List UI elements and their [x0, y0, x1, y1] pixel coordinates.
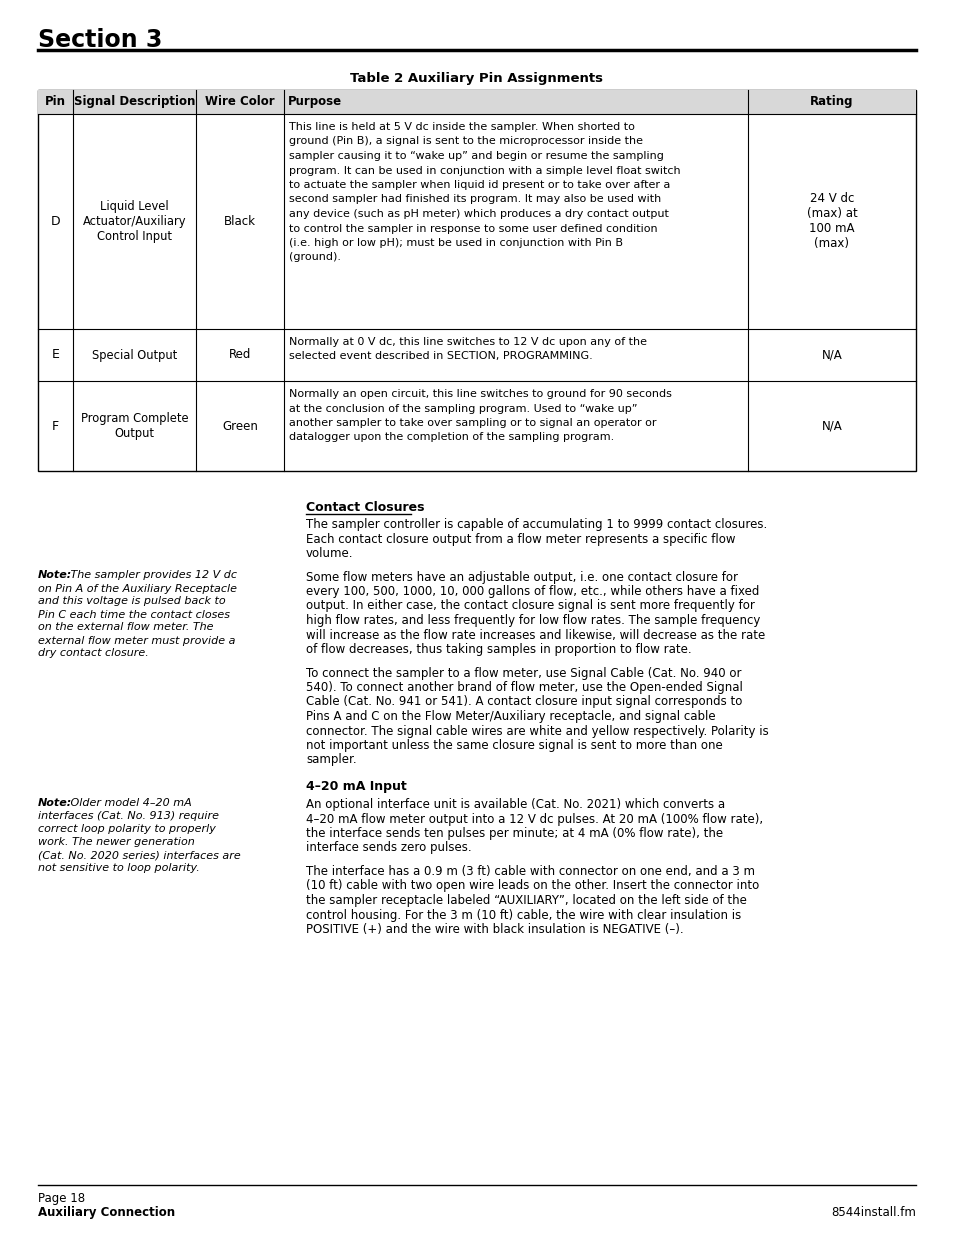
Text: The sampler controller is capable of accumulating 1 to 9999 contact closures.: The sampler controller is capable of acc… [306, 517, 766, 531]
Text: interfaces (Cat. No. 913) require: interfaces (Cat. No. 913) require [38, 811, 219, 821]
Text: (max) at: (max) at [806, 206, 857, 220]
Text: to actuate the sampler when liquid id present or to take over after a: to actuate the sampler when liquid id pr… [289, 180, 670, 190]
Text: interface sends zero pulses.: interface sends zero pulses. [306, 841, 471, 855]
Text: 8544install.fm: 8544install.fm [830, 1207, 915, 1219]
Text: of flow decreases, thus taking samples in proportion to flow rate.: of flow decreases, thus taking samples i… [306, 643, 691, 656]
Text: Pin: Pin [45, 95, 66, 107]
Text: (i.e. high or low pH); must be used in conjunction with Pin B: (i.e. high or low pH); must be used in c… [289, 238, 622, 248]
Text: not important unless the same closure signal is sent to more than one: not important unless the same closure si… [306, 739, 722, 752]
Text: program. It can be used in conjunction with a simple level float switch: program. It can be used in conjunction w… [289, 165, 679, 175]
Text: will increase as the flow rate increases and likewise, will decrease as the rate: will increase as the flow rate increases… [306, 629, 764, 641]
Text: Auxiliary Connection: Auxiliary Connection [38, 1207, 175, 1219]
Text: and this voltage is pulsed back to: and this voltage is pulsed back to [38, 597, 226, 606]
Text: the interface sends ten pulses per minute; at 4 mA (0% flow rate), the: the interface sends ten pulses per minut… [306, 827, 722, 840]
Text: work. The newer generation: work. The newer generation [38, 837, 194, 847]
Text: N/A: N/A [821, 420, 841, 432]
Text: To connect the sampler to a flow meter, use Signal Cable (Cat. No. 940 or: To connect the sampler to a flow meter, … [306, 667, 740, 679]
Text: (max): (max) [814, 236, 848, 249]
Text: dry contact closure.: dry contact closure. [38, 648, 149, 658]
Text: Wire Color: Wire Color [205, 95, 274, 107]
Text: selected event described in SECTION, PROGRAMMING.: selected event described in SECTION, PRO… [289, 352, 592, 362]
Text: on Pin A of the Auxiliary Receptacle: on Pin A of the Auxiliary Receptacle [38, 583, 236, 594]
Text: Special Output: Special Output [91, 348, 177, 362]
Text: high flow rates, and less frequently for low flow rates. The sample frequency: high flow rates, and less frequently for… [306, 614, 760, 627]
Text: The interface has a 0.9 m (3 ft) cable with connector on one end, and a 3 m: The interface has a 0.9 m (3 ft) cable w… [306, 864, 754, 878]
Text: The sampler provides 12 V dc: The sampler provides 12 V dc [67, 571, 236, 580]
Text: POSITIVE (+) and the wire with black insulation is NEGATIVE (–).: POSITIVE (+) and the wire with black ins… [306, 923, 683, 936]
Text: 540). To connect another brand of flow meter, use the Open-ended Signal: 540). To connect another brand of flow m… [306, 680, 742, 694]
Text: (ground).: (ground). [289, 252, 340, 263]
Text: output. In either case, the contact closure signal is sent more frequently for: output. In either case, the contact clos… [306, 599, 754, 613]
Text: external flow meter must provide a: external flow meter must provide a [38, 636, 235, 646]
Text: E: E [51, 348, 59, 362]
Text: Older model 4–20 mA: Older model 4–20 mA [67, 798, 192, 808]
Text: not sensitive to loop polarity.: not sensitive to loop polarity. [38, 863, 199, 873]
Text: the sampler receptacle labeled “AUXILIARY”, located on the left side of the: the sampler receptacle labeled “AUXILIAR… [306, 894, 746, 906]
Text: any device (such as pH meter) which produces a dry contact output: any device (such as pH meter) which prod… [289, 209, 668, 219]
Text: Normally an open circuit, this line switches to ground for 90 seconds: Normally an open circuit, this line swit… [289, 389, 671, 399]
Text: on the external flow meter. The: on the external flow meter. The [38, 622, 213, 632]
Text: sampler causing it to “wake up” and begin or resume the sampling: sampler causing it to “wake up” and begi… [289, 151, 663, 161]
Text: Note:: Note: [38, 571, 72, 580]
Text: Each contact closure output from a flow meter represents a specific flow: Each contact closure output from a flow … [306, 532, 735, 546]
Text: Pins A and C on the Flow Meter/Auxiliary receptacle, and signal cable: Pins A and C on the Flow Meter/Auxiliary… [306, 710, 715, 722]
Text: Section 3: Section 3 [38, 28, 162, 52]
Text: Rating: Rating [809, 95, 853, 107]
Text: Purpose: Purpose [288, 95, 342, 107]
Text: sampler.: sampler. [306, 753, 356, 767]
Text: control housing. For the 3 m (10 ft) cable, the wire with clear insulation is: control housing. For the 3 m (10 ft) cab… [306, 909, 740, 921]
Text: 4–20 mA flow meter output into a 12 V dc pulses. At 20 mA (100% flow rate),: 4–20 mA flow meter output into a 12 V dc… [306, 813, 762, 825]
Text: connector. The signal cable wires are white and yellow respectively. Polarity is: connector. The signal cable wires are wh… [306, 725, 768, 737]
Text: Some flow meters have an adjustable output, i.e. one contact closure for: Some flow meters have an adjustable outp… [306, 571, 738, 583]
Bar [38, 90, 915, 114]
Text: 24 V dc: 24 V dc [809, 191, 853, 205]
Text: F: F [51, 420, 59, 432]
Text: Cable (Cat. No. 941 or 541). A contact closure input signal corresponds to: Cable (Cat. No. 941 or 541). A contact c… [306, 695, 741, 709]
Text: Program Complete
Output: Program Complete Output [81, 412, 188, 440]
Text: correct loop polarity to properly: correct loop polarity to properly [38, 824, 215, 834]
Text: at the conclusion of the sampling program. Used to “wake up”: at the conclusion of the sampling progra… [289, 404, 637, 414]
Text: N/A: N/A [821, 348, 841, 362]
Text: 4–20 mA Input: 4–20 mA Input [306, 781, 406, 793]
Text: Pin C each time the contact closes: Pin C each time the contact closes [38, 610, 230, 620]
Text: Normally at 0 V dc, this line switches to 12 V dc upon any of the: Normally at 0 V dc, this line switches t… [289, 337, 646, 347]
Text: 100 mA: 100 mA [808, 221, 854, 235]
Text: Liquid Level
Actuator/Auxiliary
Control Input: Liquid Level Actuator/Auxiliary Control … [83, 200, 186, 243]
Text: ground (Pin B), a signal is sent to the microprocessor inside the: ground (Pin B), a signal is sent to the … [289, 137, 642, 147]
Text: Green: Green [222, 420, 257, 432]
Text: second sampler had finished its program. It may also be used with: second sampler had finished its program.… [289, 194, 660, 205]
Text: Note:: Note: [38, 798, 72, 808]
Text: (10 ft) cable with two open wire leads on the other. Insert the connector into: (10 ft) cable with two open wire leads o… [306, 879, 759, 893]
Text: (Cat. No. 2020 series) interfaces are: (Cat. No. 2020 series) interfaces are [38, 850, 240, 860]
Text: Red: Red [229, 348, 251, 362]
Text: D: D [51, 215, 60, 228]
Text: Contact Closures: Contact Closures [306, 501, 424, 514]
Bar [38, 90, 915, 471]
Text: An optional interface unit is available (Cat. No. 2021) which converts a: An optional interface unit is available … [306, 798, 724, 811]
Text: Black: Black [224, 215, 255, 228]
Text: Page 18: Page 18 [38, 1192, 85, 1205]
Text: Signal Description: Signal Description [73, 95, 195, 107]
Text: datalogger upon the completion of the sampling program.: datalogger upon the completion of the sa… [289, 432, 614, 442]
Text: every 100, 500, 1000, 10, 000 gallons of flow, etc., while others have a fixed: every 100, 500, 1000, 10, 000 gallons of… [306, 585, 759, 598]
Text: Table 2 Auxiliary Pin Assignments: Table 2 Auxiliary Pin Assignments [350, 72, 603, 85]
Text: volume.: volume. [306, 547, 354, 559]
Text: This line is held at 5 V dc inside the sampler. When shorted to: This line is held at 5 V dc inside the s… [289, 122, 634, 132]
Text: another sampler to take over sampling or to signal an operator or: another sampler to take over sampling or… [289, 417, 656, 429]
Text: to control the sampler in response to some user defined condition: to control the sampler in response to so… [289, 224, 657, 233]
